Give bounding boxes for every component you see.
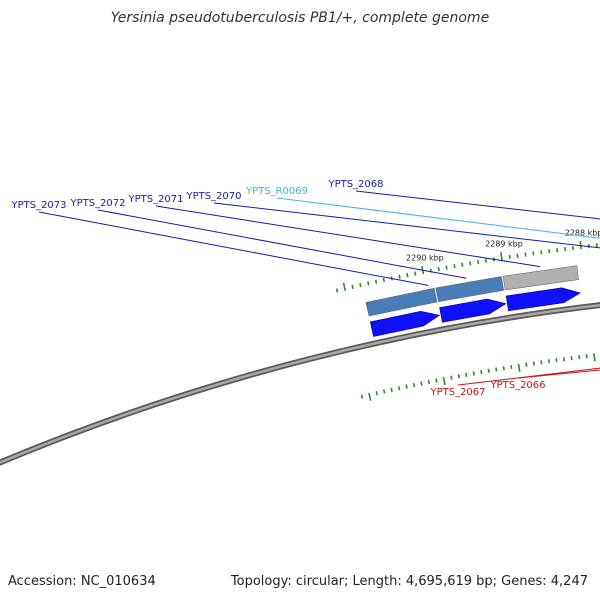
- gene-label: YPTS_2066: [489, 380, 545, 391]
- outer-tick: [351, 284, 354, 290]
- inner-tick: [517, 363, 521, 372]
- cog-bar: [435, 276, 504, 302]
- outer-tick: [484, 258, 488, 263]
- inner-tick: [562, 357, 566, 362]
- label-leader: [155, 205, 541, 268]
- outer-tick: [374, 279, 378, 284]
- inner-tick: [472, 371, 475, 376]
- inner-tick: [390, 387, 393, 393]
- outer-tick: [367, 281, 370, 286]
- inner-tick: [427, 379, 431, 385]
- outer-tick: [453, 264, 456, 269]
- inner-tick: [487, 368, 490, 373]
- inner-tick: [368, 392, 372, 401]
- inner-tick: [547, 359, 551, 364]
- tick-label: 2289 kbp: [485, 240, 523, 249]
- inner-tick: [540, 360, 543, 365]
- label-leader: [457, 367, 600, 386]
- outer-tick: [564, 246, 567, 252]
- outer-tick: [548, 249, 551, 254]
- outer-tick: [524, 252, 527, 257]
- outer-tick: [540, 250, 543, 255]
- outer-tick: [516, 253, 519, 258]
- outer-tick: [532, 251, 535, 256]
- gene-label: YPTS_2072: [69, 198, 125, 209]
- inner-tick: [457, 374, 460, 379]
- gene-label: YPTS_2073: [10, 200, 66, 211]
- inner-tick: [383, 389, 386, 394]
- inner-tick: [375, 391, 379, 396]
- label-leader: [38, 211, 429, 286]
- tick-label: 2290 kbp: [406, 254, 444, 263]
- cds-track: [369, 287, 581, 337]
- inner-tick: [578, 355, 581, 360]
- gene-label: YPTS_2068: [327, 179, 383, 190]
- label-leader: [276, 197, 600, 239]
- backbone-ring-highlight: [0, 303, 600, 464]
- inner-tick: [525, 362, 528, 367]
- inner-tick: [405, 384, 408, 389]
- inner-tick: [397, 386, 401, 391]
- inner-tick: [435, 378, 438, 383]
- cog-bar: [502, 265, 579, 291]
- outer-tick: [335, 288, 339, 293]
- outer-tick: [406, 273, 409, 278]
- outer-tick: [476, 259, 480, 265]
- outer-tick: [382, 277, 386, 283]
- map-title: Yersinia pseudotuberculosis PB1/+, compl…: [110, 10, 490, 26]
- tick-label: 2288 kbp: [565, 229, 600, 238]
- inner-tick: [412, 382, 416, 388]
- label-leader: [517, 369, 600, 379]
- outer-tick: [461, 262, 464, 267]
- outer-tick: [398, 274, 401, 279]
- outer-tick: [571, 245, 575, 251]
- outer-tick: [579, 241, 582, 250]
- inner-tick: [495, 367, 498, 372]
- cog-track: [365, 265, 579, 317]
- accession-text: Accession: NC_010634: [8, 574, 156, 589]
- gene-labels: YPTS_2073 YPTS_2072 YPTS_2071 YPTS_2070 YPTS…: [10, 179, 600, 398]
- cds-arrow: [439, 298, 507, 323]
- inner-tick: [442, 376, 446, 386]
- outer-tick: [437, 266, 440, 272]
- inner-tick: [420, 381, 423, 386]
- inner-tick-ring: [360, 353, 596, 401]
- gene-label: YPTS_2070: [185, 191, 241, 202]
- outer-tick: [342, 282, 347, 291]
- outer-tick: [445, 265, 448, 270]
- inner-tick: [360, 394, 364, 399]
- label-leader: [355, 190, 600, 220]
- outer-tick: [359, 283, 362, 288]
- inner-tick: [555, 358, 558, 363]
- inner-tick: [593, 353, 596, 362]
- backbone-ring: [0, 302, 600, 466]
- cds-arrow: [369, 310, 441, 337]
- cds-arrow: [505, 287, 581, 312]
- outer-tick: [500, 252, 503, 261]
- gene-label: YPTS_2067: [429, 387, 485, 398]
- inner-tick: [570, 356, 573, 361]
- inner-tick: [465, 372, 468, 377]
- gene-label: YPTS_R0069: [245, 186, 308, 197]
- cog-bar: [365, 287, 438, 317]
- outer-tick: [556, 248, 559, 253]
- inner-tick: [502, 366, 505, 371]
- outer-tick: [414, 271, 417, 276]
- label-leader: [97, 209, 467, 279]
- inner-tick: [510, 364, 513, 370]
- label-leader: [213, 202, 600, 249]
- outer-tick: [508, 254, 511, 260]
- inner-tick: [450, 375, 453, 380]
- inner-tick: [532, 361, 535, 366]
- gene-label: YPTS_2071: [127, 194, 183, 205]
- inner-tick: [585, 354, 588, 359]
- genome-summary-text: Topology: circular; Length: 4,695,619 bp…: [230, 574, 588, 589]
- inner-tick: [480, 370, 483, 375]
- outer-tick: [469, 261, 472, 266]
